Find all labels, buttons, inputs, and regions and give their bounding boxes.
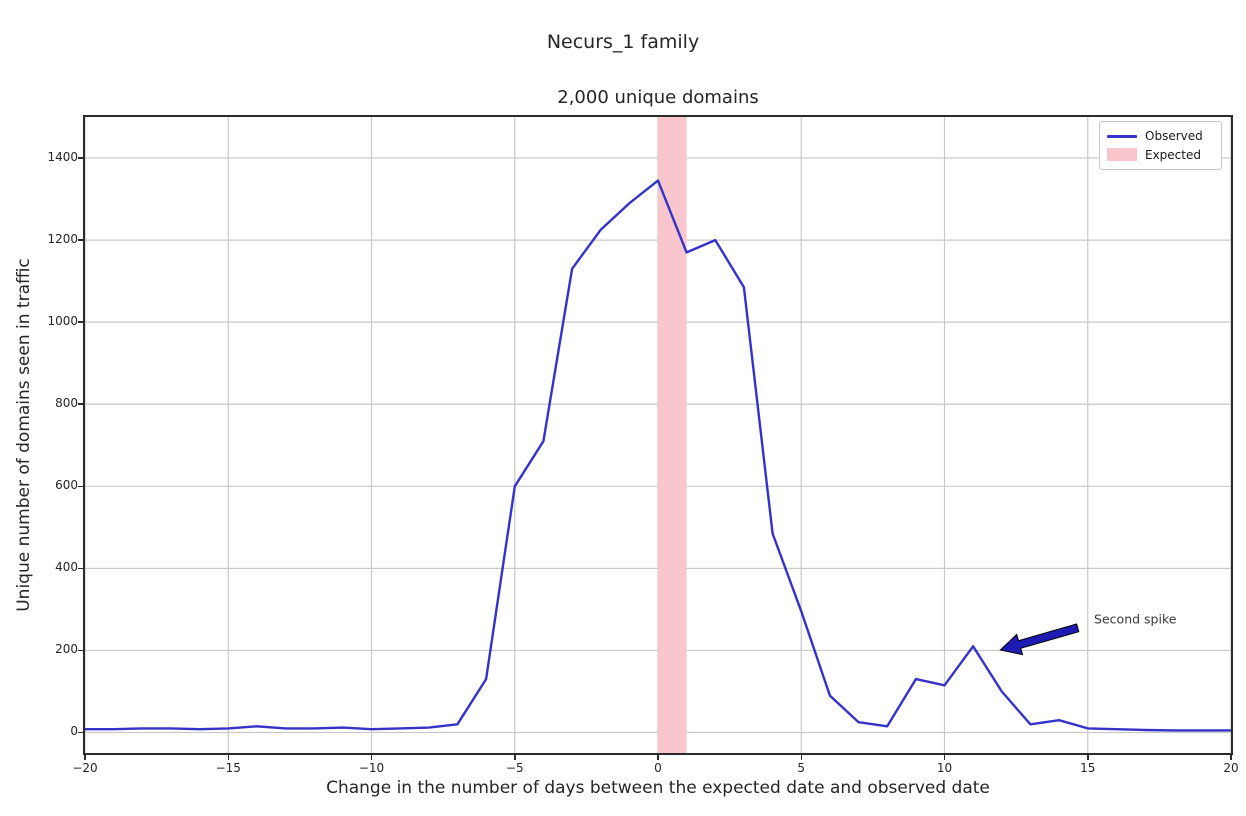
expected-patch-swatch <box>1107 148 1137 162</box>
y-tick-mark <box>78 567 83 570</box>
legend-label-expected: Expected <box>1145 147 1201 162</box>
x-tick-label: 15 <box>1080 761 1096 775</box>
y-tick-label: 0 <box>70 724 78 739</box>
x-tick-mark <box>943 755 946 760</box>
y-tick-mark <box>78 731 83 734</box>
x-tick-mark <box>800 755 802 760</box>
legend-label-observed: Observed <box>1145 129 1203 144</box>
y-tick-label: 800 <box>55 396 78 411</box>
x-tick-mark <box>370 755 373 760</box>
x-tick-mark <box>1230 755 1232 760</box>
plot-area: Second spike <box>85 117 1231 753</box>
y-tick-mark <box>78 485 83 488</box>
axes-title: 2,000 unique domains <box>557 87 759 108</box>
x-tick-label: −15 <box>215 761 241 775</box>
x-tick-label: 10 <box>936 761 953 775</box>
x-tick-label: −20 <box>72 761 98 775</box>
x-tick-mark <box>657 755 659 760</box>
x-tick-mark <box>227 755 229 760</box>
chart-canvas: Second spike <box>85 117 1231 753</box>
x-tick-label: −5 <box>505 761 524 775</box>
x-axis-label: Change in the number of days between the… <box>326 778 990 798</box>
y-tick-label: 200 <box>55 642 78 657</box>
y-tick-mark <box>78 403 83 405</box>
y-tick-mark <box>78 649 83 652</box>
legend-entry-observed: Observed <box>1100 129 1221 143</box>
annotation-text: Second spike <box>1094 612 1177 627</box>
y-tick-mark <box>78 321 83 323</box>
x-tick-label: −10 <box>358 761 385 775</box>
expected-band <box>658 117 687 753</box>
x-tick-mark <box>514 755 516 760</box>
legend-entry-expected: Expected <box>1100 148 1221 162</box>
x-tick-label: 5 <box>797 761 806 775</box>
x-tick-mark <box>84 755 86 760</box>
y-axis-label: Unique number of domains seen in traffic <box>14 258 34 612</box>
observed-line <box>85 179 1231 732</box>
x-tick-label: 20 <box>1223 761 1239 775</box>
annotation-arrow <box>999 623 1080 656</box>
y-tick-label: 400 <box>55 560 78 575</box>
y-tick-label: 1000 <box>47 314 78 329</box>
legend: Observed Expected <box>1099 121 1222 170</box>
observed-line-swatch <box>1107 134 1137 138</box>
y-tick-label: 600 <box>55 478 78 493</box>
y-tick-label: 1200 <box>47 232 78 247</box>
y-tick-label: 1400 <box>47 150 78 165</box>
figure-suptitle: Necurs_1 family <box>546 31 700 53</box>
y-tick-mark <box>78 239 83 241</box>
x-tick-label: 0 <box>654 761 662 775</box>
y-tick-mark <box>78 157 83 159</box>
x-tick-mark <box>1087 755 1089 760</box>
